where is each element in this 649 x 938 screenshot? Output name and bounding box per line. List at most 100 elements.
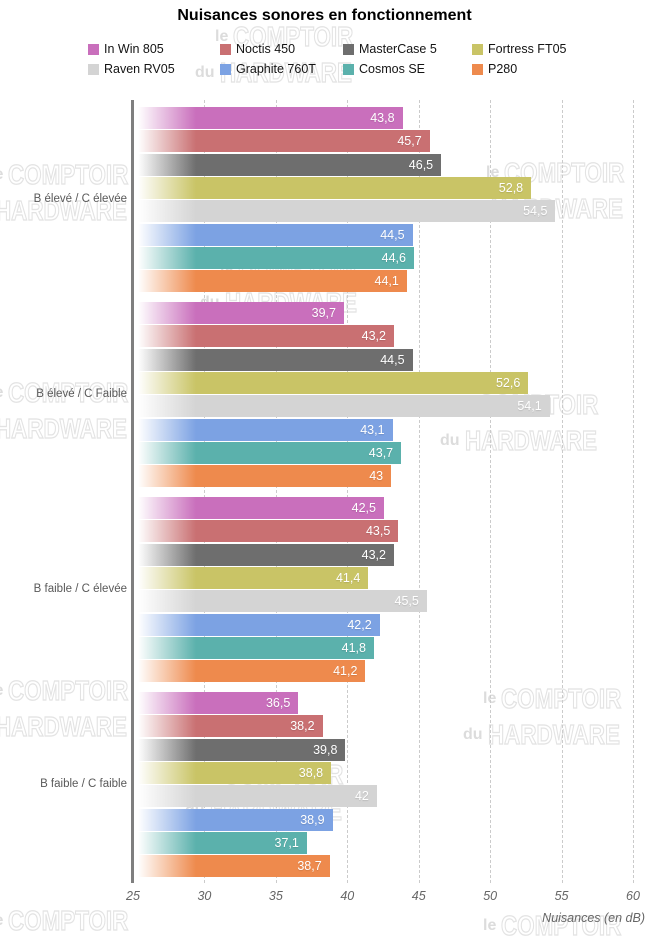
bar-value-label: 52,8: [498, 180, 524, 195]
legend-item-raven-rv05: Raven RV05: [88, 62, 175, 76]
bar-value-label: 41,8: [341, 640, 366, 655]
bar-value-label: 44,5: [380, 227, 405, 242]
legend-label: P280: [488, 62, 518, 76]
bar: 36,5: [134, 692, 299, 714]
watermark-main-word: COMPTOIR: [8, 905, 129, 936]
legend-label: MasterCase 5: [359, 42, 437, 56]
gridline: [275, 100, 277, 883]
category-label: B élevé / C élevée: [33, 192, 127, 205]
x-tick-label: 40: [340, 889, 355, 903]
category-label: B faible / C élevée: [33, 582, 127, 595]
bar: 39,8: [134, 738, 346, 761]
legend-swatch: [220, 43, 231, 55]
bar: 44,5: [134, 223, 413, 246]
legend-swatch: [88, 63, 99, 75]
bar-value-label: 42,2: [347, 617, 372, 632]
bar-value-label: 38,8: [298, 765, 324, 780]
watermark-small-word: le: [486, 164, 500, 181]
bar-value-label: 42,5: [351, 501, 376, 515]
bar: 43,5: [134, 520, 399, 543]
x-tick-label: 60: [626, 889, 640, 903]
bar: 38,8: [134, 761, 332, 784]
watermark-main-word: COMPTOIR: [501, 683, 622, 714]
watermark-main-word: HARDWARE: [487, 719, 620, 750]
watermark-main-word: COMPTOIR: [233, 21, 354, 52]
bar: 42,2: [134, 613, 380, 636]
bar-value-label: 43,2: [361, 329, 386, 344]
watermark-main-word: HARDWARE: [464, 425, 597, 456]
bar-value-label: 37,1: [274, 835, 299, 850]
gridline: [347, 100, 349, 883]
legend-label: Noctis 450: [236, 42, 296, 56]
legend-swatch: [88, 43, 99, 55]
legend-label: Graphite 760T: [236, 62, 316, 76]
bar: 43,2: [134, 325, 394, 348]
bar: 52,6: [134, 371, 529, 394]
legend-label: Fortress FT05: [488, 42, 567, 56]
category-label: B élevé / C Faible: [36, 387, 127, 400]
watermark-small-word: le: [0, 160, 3, 185]
legend-label: In Win 805: [104, 42, 164, 56]
watermark-small-word: du: [440, 432, 460, 449]
x-tick-label: 45: [411, 889, 426, 903]
bar-value-label: 43,8: [370, 111, 395, 125]
bar-value-label: 52,6: [495, 375, 521, 390]
bar-value-label: 38,9: [300, 812, 325, 827]
legend-item-graphite-760t: Graphite 760T: [220, 62, 316, 76]
x-tick-label: 50: [483, 889, 498, 903]
bar-value-label: 54,5: [523, 204, 548, 219]
x-tick-label: 25: [126, 889, 140, 903]
legend-swatch: [343, 63, 354, 75]
watermark-small-word: le: [483, 690, 497, 707]
bar: 41,8: [134, 636, 374, 659]
category-label: B faible / C faible: [40, 777, 127, 790]
watermark-main-word: HARDWARE: [0, 195, 127, 226]
bar: 41,2: [134, 660, 366, 683]
bar-value-label: 44,5: [380, 352, 405, 367]
legend-item-p280: P280: [472, 62, 517, 76]
x-tick-label: 35: [268, 889, 283, 903]
bar-value-label: 44,1: [374, 274, 399, 289]
x-tick-label: 55: [554, 889, 569, 903]
bar-value-label: 38,2: [290, 719, 315, 734]
bar-value-label: 43,5: [365, 524, 391, 539]
bar-value-label: 39,7: [311, 306, 336, 320]
legend-item-mastercase-5: MasterCase 5: [343, 42, 437, 56]
bar: 42: [134, 785, 377, 808]
bar-value-label: 42: [354, 789, 369, 804]
bar: 43,1: [134, 418, 393, 441]
bar: 38,2: [134, 715, 323, 738]
bar: 44,6: [134, 246, 414, 269]
legend-swatch: [472, 43, 483, 55]
x-axis-title: Nuisances (en dB): [542, 911, 645, 925]
bar: 39,7: [134, 302, 344, 324]
legend-swatch: [472, 63, 483, 75]
gridline: [418, 100, 420, 883]
bar: 38,7: [134, 855, 330, 878]
watermark-small-word: du: [463, 726, 483, 743]
bar-value-label: 43,1: [360, 422, 385, 437]
bar-value-label: 46,5: [408, 157, 434, 172]
bar: 43,8: [134, 107, 403, 129]
bar: 38,9: [134, 808, 333, 831]
legend-item-in-win-805: In Win 805: [88, 42, 164, 56]
bar-value-label: 38,7: [297, 859, 322, 874]
legend-item-cosmos-se: Cosmos SE: [343, 62, 425, 76]
bar-value-label: 54,1: [517, 399, 542, 414]
legend-swatch: [343, 43, 354, 55]
